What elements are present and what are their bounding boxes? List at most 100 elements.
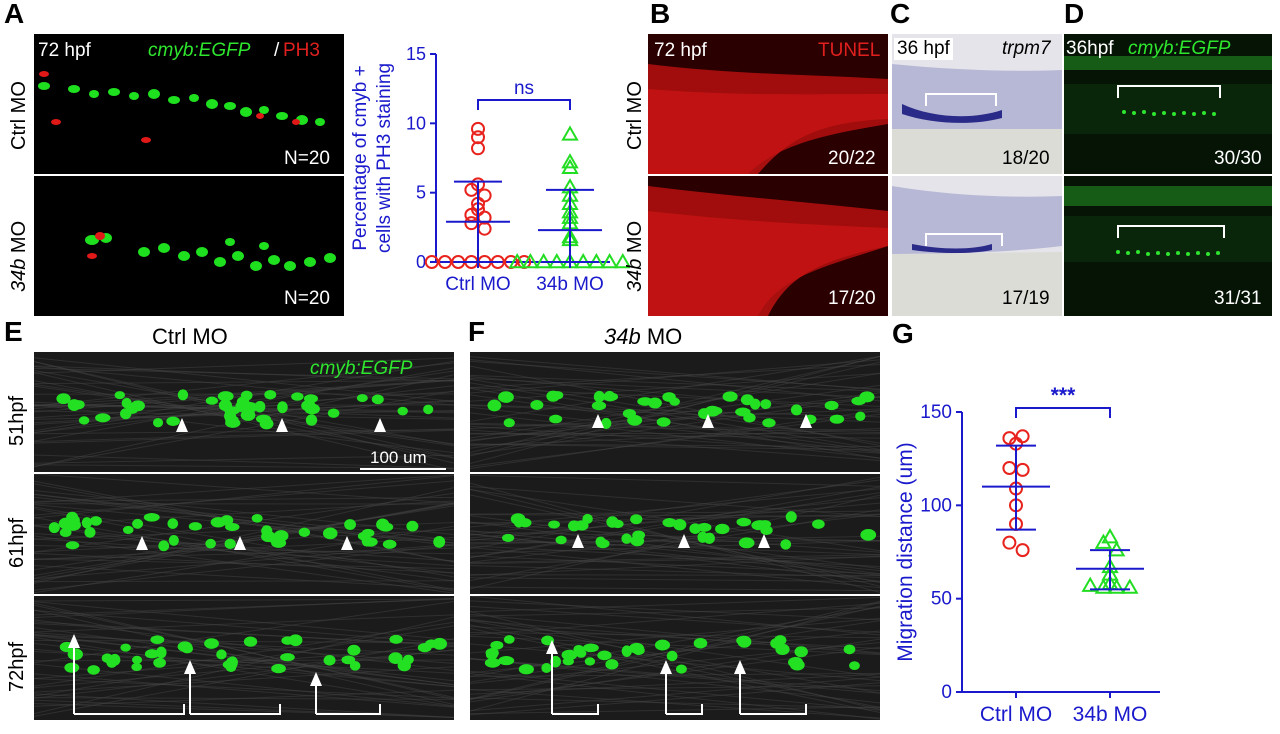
egfp-cell	[210, 517, 226, 528]
tissue-striation	[34, 649, 454, 699]
panel-f-image-51	[470, 352, 880, 472]
egfp-cell	[490, 640, 504, 650]
egfp-cell	[382, 539, 397, 549]
egfp-cell	[166, 416, 180, 427]
tissue-striation	[34, 493, 454, 541]
panel-b-ctrl-embryo	[648, 34, 888, 174]
tissue-striation	[470, 406, 880, 453]
tissue-striation	[34, 632, 454, 664]
data-point-triangle	[561, 125, 579, 141]
egfp-cell	[143, 512, 160, 522]
tissue-striation	[34, 502, 454, 579]
panel-d-image-ctrl: 36hpf cmyb:EGFP 30/30	[1064, 34, 1272, 174]
panel-a-row1-label: Ctrl MO	[8, 81, 30, 150]
egfp-cell	[704, 405, 721, 417]
data-point-circle	[1002, 461, 1017, 475]
migration-bracket	[666, 704, 703, 715]
tissue-striation	[470, 412, 880, 459]
tissue-striation	[34, 547, 454, 560]
egfp-cell	[433, 535, 446, 548]
egfp-cell	[64, 662, 80, 673]
tissue-striation	[470, 618, 880, 678]
panel-a-n-ctrl: N=20	[284, 148, 330, 169]
egfp-cell	[120, 643, 131, 652]
tissue-striation	[34, 464, 454, 469]
egfp-cell	[301, 400, 316, 412]
egfp-cell	[150, 635, 165, 644]
egfp-cell	[812, 519, 825, 529]
panel-c-count-ctrl: 18/20	[1002, 148, 1050, 169]
panel-letter-f: F	[468, 316, 486, 347]
y-tick-label: 50	[931, 589, 952, 610]
panel-c-ctrl-embryo	[892, 34, 1062, 174]
panel-e-61-cells	[34, 474, 454, 594]
panel-a-image-mo: N=20	[34, 176, 344, 316]
panel-a-slash: /	[274, 40, 280, 61]
egfp-cell	[344, 519, 356, 530]
egfp-cell	[518, 664, 534, 675]
tissue-striation	[470, 672, 880, 677]
egfp-cell	[627, 414, 643, 426]
egfp-cell	[502, 533, 515, 542]
panel-d-mo-bracket	[1117, 225, 1225, 238]
egfp-cell	[582, 643, 599, 653]
data-point-triangle	[561, 153, 579, 169]
egfp-cell	[288, 634, 303, 647]
panel-a-marker2: PH3	[283, 40, 320, 61]
egfp-cell	[347, 644, 361, 656]
tissue-striation	[34, 580, 454, 583]
data-point-triangle	[561, 158, 579, 174]
x-tick-label: Ctrl MO	[980, 703, 1052, 726]
tissue-striation	[34, 454, 454, 469]
egfp-cell	[341, 655, 356, 665]
tissue-striation	[470, 605, 880, 634]
tissue-striation	[470, 521, 880, 575]
data-point-triangle	[521, 252, 540, 269]
egfp-cell	[584, 657, 596, 666]
tissue-striation	[34, 622, 454, 646]
tissue-striation	[470, 613, 880, 654]
tissue-striation	[34, 487, 454, 584]
egfp-cell	[65, 541, 80, 550]
egfp-cell	[156, 646, 167, 659]
tissue-striation	[470, 670, 880, 711]
egfp-cell	[648, 397, 662, 409]
tissue-striation	[470, 600, 880, 700]
migration-bracket	[552, 704, 599, 715]
tissue-striation	[470, 545, 880, 567]
tissue-striation	[34, 663, 454, 707]
y-tick-label: 0	[941, 682, 952, 703]
egfp-cell	[669, 397, 681, 406]
tissue-striation	[34, 502, 454, 582]
panel-d-count-mo: 31/31	[1214, 288, 1262, 309]
panel-letter-a: A	[4, 0, 25, 29]
data-point-circle	[1015, 429, 1030, 444]
tissue-striation	[470, 556, 880, 565]
tissue-striation	[470, 620, 880, 683]
egfp-cell	[152, 417, 164, 428]
tissue-striation	[470, 706, 880, 715]
tissue-striation	[34, 642, 454, 688]
egfp-cell	[87, 665, 100, 675]
panel-c-count-mo: 17/19	[1002, 288, 1050, 309]
panel-b-mo-embryo	[648, 176, 888, 316]
tissue-striation	[34, 633, 454, 685]
panel-a-ctrl-cells	[38, 71, 325, 143]
egfp-cell	[662, 518, 677, 528]
egfp-cell	[423, 404, 434, 415]
tissue-striation	[470, 673, 880, 720]
panel-b-count-ctrl: 20/22	[828, 148, 876, 169]
egfp-cell	[425, 639, 438, 649]
tissue-striation	[34, 621, 454, 687]
panel-f-image-72	[470, 596, 880, 720]
panel-a-marker: cmyb:EGFP	[148, 40, 251, 61]
egfp-cell	[81, 517, 92, 529]
panel-e-marker: cmyb:EGFP	[310, 358, 413, 379]
y-tick-label: 0	[416, 252, 426, 272]
egfp-cell	[849, 661, 860, 671]
egfp-cell	[829, 414, 845, 424]
egfp-cell	[760, 399, 772, 410]
panel-a-plot: 0 5 10 15 Percentage of cmyb + cells with PH3…	[350, 44, 630, 295]
data-point-triangle	[600, 252, 619, 269]
egfp-cell	[236, 396, 250, 407]
